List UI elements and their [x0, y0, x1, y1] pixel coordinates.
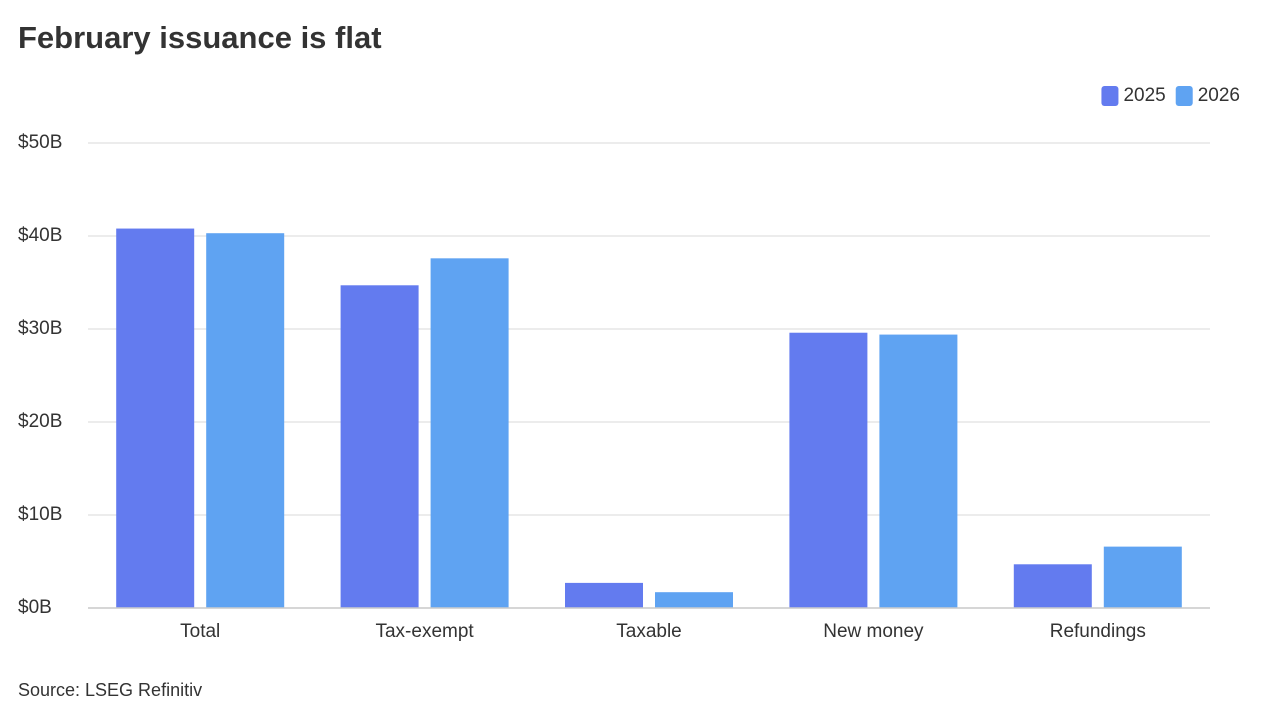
y-tick-label: $40B	[18, 225, 62, 246]
bar	[206, 233, 285, 608]
x-tick-label: Tax-exempt	[375, 621, 474, 642]
x-tick-label: New money	[823, 621, 924, 642]
chart-title: February issuance is flat	[18, 20, 382, 55]
bar	[789, 332, 868, 608]
legend-swatch	[1175, 86, 1193, 106]
y-tick-label: $30B	[18, 318, 62, 339]
legend-swatch	[1101, 86, 1119, 106]
x-tick-label: Refundings	[1050, 621, 1146, 642]
bar	[565, 582, 643, 608]
y-tick-label: $10B	[18, 504, 62, 525]
y-tick-label: $0B	[18, 597, 52, 618]
source: Source: LSEG Refinitiv	[18, 680, 202, 700]
x-tick-label: Total	[180, 621, 220, 642]
y-tick-label: $50B	[18, 132, 62, 153]
y-tick-label: $20B	[18, 411, 62, 432]
bar	[340, 285, 419, 608]
bar	[879, 334, 958, 608]
bar	[655, 592, 733, 608]
bar	[1103, 546, 1182, 608]
legend-label: 2025	[1123, 85, 1165, 106]
x-tick-label: Taxable	[616, 621, 682, 642]
bar	[116, 228, 195, 608]
legend-label: 2026	[1198, 85, 1240, 106]
bar	[1013, 564, 1092, 608]
bar	[430, 258, 509, 608]
